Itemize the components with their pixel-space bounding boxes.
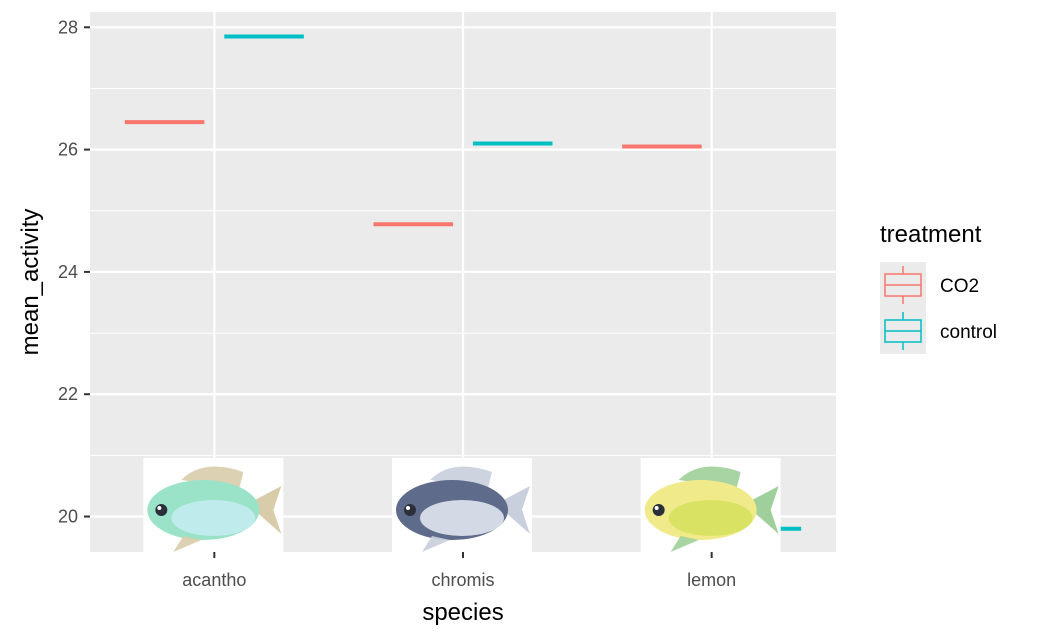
legend-title: treatment <box>880 221 982 248</box>
y-tick-label: 20 <box>58 507 78 527</box>
y-axis-ticks: 20 22 24 26 28 <box>58 17 90 527</box>
fish-acantho-icon <box>143 458 284 552</box>
x-tick-label: lemon <box>687 570 736 590</box>
y-tick-label: 28 <box>58 17 78 37</box>
y-tick-label: 26 <box>58 140 78 160</box>
y-tick-label: 24 <box>58 262 78 282</box>
x-tick-label: chromis <box>431 570 494 590</box>
legend-label: CO2 <box>940 276 979 297</box>
legend: treatment CO2 control <box>880 221 997 354</box>
y-tick-label: 22 <box>58 384 78 404</box>
y-axis-title: mean_activity <box>17 209 44 356</box>
fish-chromis-icon <box>392 458 532 552</box>
legend-label: control <box>940 322 997 343</box>
fish-images <box>143 458 781 552</box>
legend-item-control: control <box>880 308 997 354</box>
legend-keys: CO2 control <box>880 262 997 354</box>
x-axis-ticks: acantho chromis lemon <box>182 552 736 590</box>
legend-item-co2: CO2 <box>880 262 979 308</box>
fish-lemon-icon <box>640 458 781 552</box>
x-axis-title: species <box>422 599 503 626</box>
x-tick-label: acantho <box>182 570 246 590</box>
